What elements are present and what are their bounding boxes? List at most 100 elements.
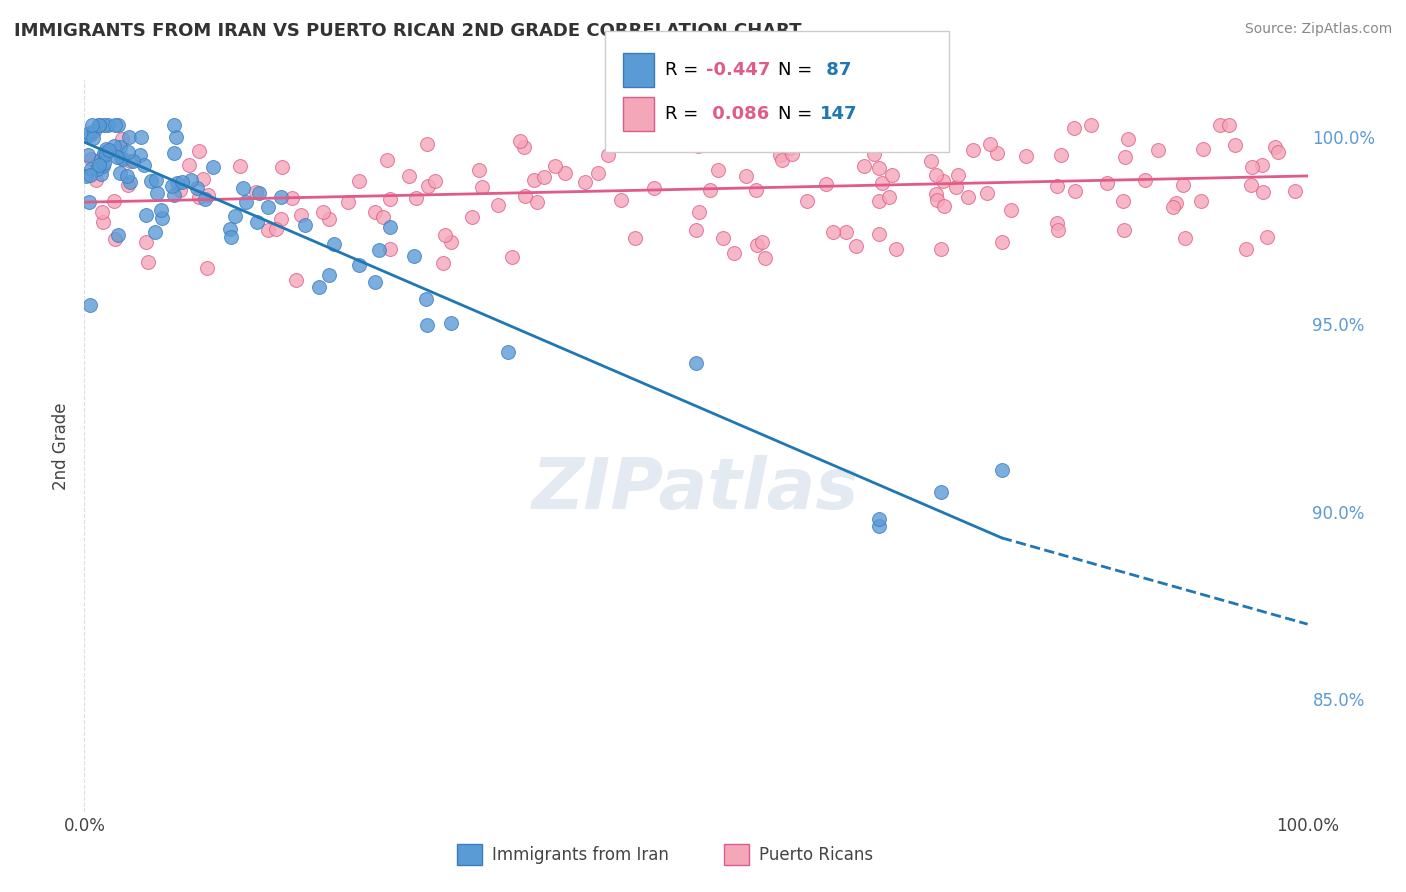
- Point: [643, 181, 665, 195]
- Point: [880, 168, 903, 182]
- Point: [347, 258, 370, 272]
- Point: [737, 118, 759, 132]
- Point: [84, 173, 107, 187]
- Point: [486, 198, 509, 212]
- Point: [219, 230, 242, 244]
- Point: [533, 169, 555, 184]
- Point: [96, 142, 118, 156]
- Point: [163, 145, 186, 160]
- Point: [704, 132, 727, 146]
- Point: [986, 145, 1008, 160]
- Point: [932, 174, 955, 188]
- Point: [169, 183, 191, 197]
- Point: [380, 219, 402, 234]
- Point: [768, 148, 790, 162]
- Point: [925, 193, 948, 207]
- Point: [162, 118, 184, 132]
- Text: R =: R =: [665, 61, 704, 78]
- Point: [193, 172, 215, 186]
- Point: [224, 209, 246, 223]
- Point: [869, 518, 891, 533]
- Point: [118, 153, 141, 168]
- Point: [688, 204, 710, 219]
- Point: [869, 512, 891, 526]
- Point: [868, 161, 890, 176]
- Point: [751, 235, 773, 249]
- Point: [398, 169, 420, 183]
- Point: [104, 231, 127, 245]
- Point: [1174, 231, 1197, 245]
- Point: [707, 162, 730, 177]
- Point: [433, 227, 456, 242]
- Point: [416, 179, 439, 194]
- Point: [754, 251, 776, 265]
- Point: [884, 242, 907, 256]
- Point: [177, 158, 200, 172]
- Point: [111, 153, 134, 167]
- Point: [845, 239, 868, 253]
- Point: [929, 242, 952, 256]
- Point: [1236, 242, 1258, 256]
- Point: [270, 190, 292, 204]
- Point: [257, 200, 280, 214]
- Point: [796, 194, 818, 209]
- Point: [932, 199, 955, 213]
- Point: [107, 228, 129, 243]
- Point: [780, 146, 803, 161]
- Point: [97, 118, 120, 132]
- Point: [1114, 150, 1136, 164]
- Point: [294, 218, 316, 232]
- Point: [685, 356, 707, 370]
- Point: [97, 143, 120, 157]
- Point: [723, 245, 745, 260]
- Point: [195, 260, 218, 275]
- Point: [624, 231, 647, 245]
- Point: [1218, 118, 1240, 132]
- Point: [416, 136, 439, 151]
- Text: IMMIGRANTS FROM IRAN VS PUERTO RICAN 2ND GRADE CORRELATION CHART: IMMIGRANTS FROM IRAN VS PUERTO RICAN 2ND…: [14, 22, 801, 40]
- Point: [91, 215, 114, 229]
- Text: -0.447: -0.447: [706, 61, 770, 78]
- Point: [734, 169, 756, 183]
- Text: Source: ZipAtlas.com: Source: ZipAtlas.com: [1244, 22, 1392, 37]
- Point: [1045, 215, 1067, 229]
- Point: [957, 190, 980, 204]
- Point: [318, 212, 340, 227]
- Point: [1191, 194, 1213, 209]
- Text: 147: 147: [820, 105, 858, 123]
- Point: [1064, 184, 1087, 198]
- Point: [544, 159, 567, 173]
- Point: [163, 188, 186, 202]
- Point: [416, 318, 439, 333]
- Point: [877, 190, 900, 204]
- Point: [197, 188, 219, 202]
- Point: [526, 194, 548, 209]
- Point: [415, 292, 437, 306]
- Point: [90, 168, 112, 182]
- Point: [79, 152, 101, 166]
- Point: [1192, 142, 1215, 156]
- Point: [586, 166, 609, 180]
- Point: [82, 131, 104, 145]
- Point: [80, 162, 103, 177]
- Point: [312, 205, 335, 219]
- Point: [117, 178, 139, 193]
- Point: [948, 168, 970, 182]
- Point: [685, 223, 707, 237]
- Point: [1015, 148, 1038, 162]
- Point: [118, 129, 141, 144]
- Point: [105, 150, 128, 164]
- Point: [363, 205, 385, 219]
- Point: [308, 280, 330, 294]
- Point: [835, 225, 858, 239]
- Point: [136, 255, 159, 269]
- Point: [868, 194, 890, 208]
- Point: [337, 194, 360, 209]
- Point: [132, 158, 155, 172]
- Point: [1046, 223, 1069, 237]
- Point: [869, 227, 891, 241]
- Point: [686, 139, 709, 153]
- Point: [280, 191, 302, 205]
- Text: 0.086: 0.086: [706, 105, 769, 123]
- Point: [143, 225, 166, 239]
